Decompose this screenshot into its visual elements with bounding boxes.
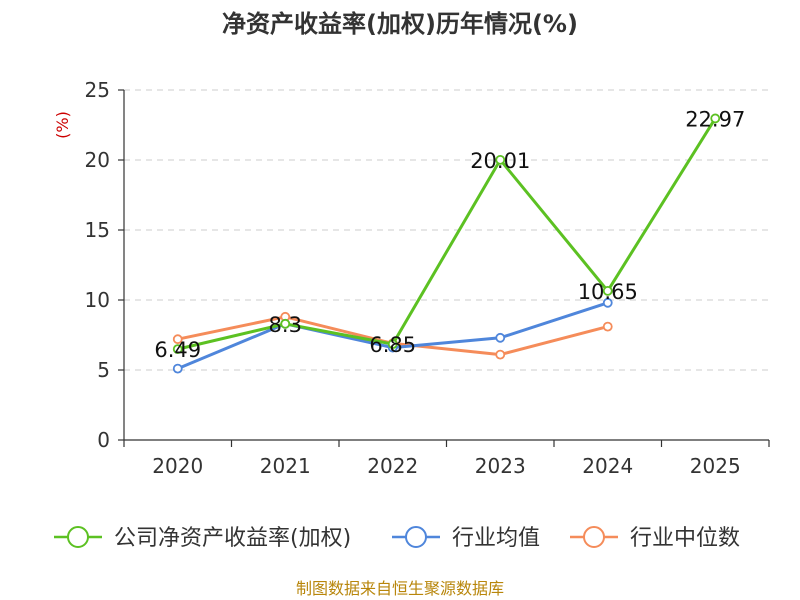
legend-marker [67, 526, 89, 548]
y-tick-label: 20 [85, 148, 110, 172]
data-point [172, 334, 183, 345]
legend-label: 行业中位数 [630, 526, 740, 551]
data-label: 10.65 [578, 280, 638, 304]
axes [123, 90, 769, 441]
data-point [495, 332, 506, 343]
source-note: 制图数据来自恒生聚源数据库 [296, 579, 504, 598]
legend-label: 行业均值 [452, 526, 540, 551]
data-point [172, 344, 183, 355]
data-label: 6.85 [369, 333, 416, 357]
data-point [280, 318, 291, 329]
legend-marker [583, 526, 605, 548]
x-tick-label: 2021 [260, 454, 311, 478]
data-point [172, 363, 183, 374]
legend-marker [405, 526, 427, 548]
y-tick-label: 25 [85, 78, 110, 102]
data-point [602, 297, 613, 308]
x-tick-label: 2022 [367, 454, 418, 478]
y-tick-label: 5 [97, 358, 110, 382]
data-point [495, 349, 506, 360]
data-point [710, 113, 721, 124]
series-line [177, 117, 717, 351]
data-label: 20.01 [470, 149, 530, 173]
series-lines [172, 113, 721, 374]
data-point [495, 154, 506, 165]
y-tick-label: 15 [85, 218, 110, 242]
x-tick-label: 2024 [582, 454, 633, 478]
chart-title: 净资产收益率(加权)历年情况(%) [222, 10, 578, 38]
data-point [602, 285, 613, 296]
legend: 公司净资产收益率(加权) 行业均值 行业中位数 [54, 526, 740, 551]
x-tick-label: 2025 [690, 454, 741, 478]
data-labels: 6.49 8.3 6.85 20.01 10.65 22.97 [154, 107, 745, 362]
data-label: 6.49 [154, 338, 201, 362]
data-label: 22.97 [685, 107, 745, 131]
y-axis-label: (%) [53, 111, 72, 139]
legend-label: 公司净资产收益率(加权) [114, 526, 351, 551]
data-point [387, 339, 398, 350]
data-label: 8.3 [269, 313, 302, 337]
x-axis-ticks: 2020 2021 2022 2023 2024 2025 [123, 440, 770, 478]
y-tick-label: 0 [97, 428, 110, 452]
y-tick-label: 10 [85, 288, 110, 312]
gridlines [124, 89, 769, 371]
data-point [602, 321, 613, 332]
y-axis-ticks: 0 5 10 15 20 25 [85, 78, 124, 452]
x-tick-label: 2023 [475, 454, 526, 478]
x-tick-label: 2020 [152, 454, 203, 478]
